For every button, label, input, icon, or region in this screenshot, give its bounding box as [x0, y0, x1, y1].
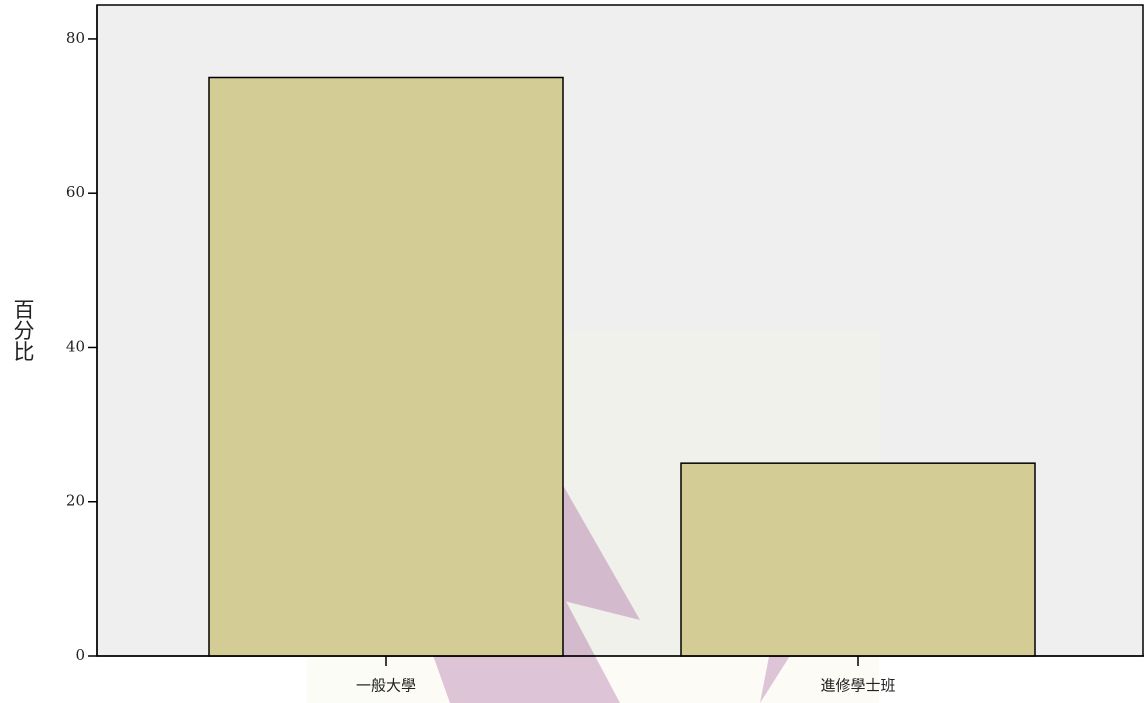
y-axis-label: 百分比: [11, 299, 35, 362]
x-tick-label: 進修學士班: [820, 677, 895, 695]
bar: [680, 462, 1036, 657]
y-tick-label: 20: [66, 492, 85, 510]
y-tick-label: 0: [75, 646, 85, 664]
y-tick-label: 40: [66, 337, 85, 355]
y-tick-label: 80: [66, 29, 85, 47]
x-tick-label: 一般大學: [356, 677, 416, 695]
y-tick-label: 60: [66, 183, 85, 201]
bar: [208, 76, 564, 657]
